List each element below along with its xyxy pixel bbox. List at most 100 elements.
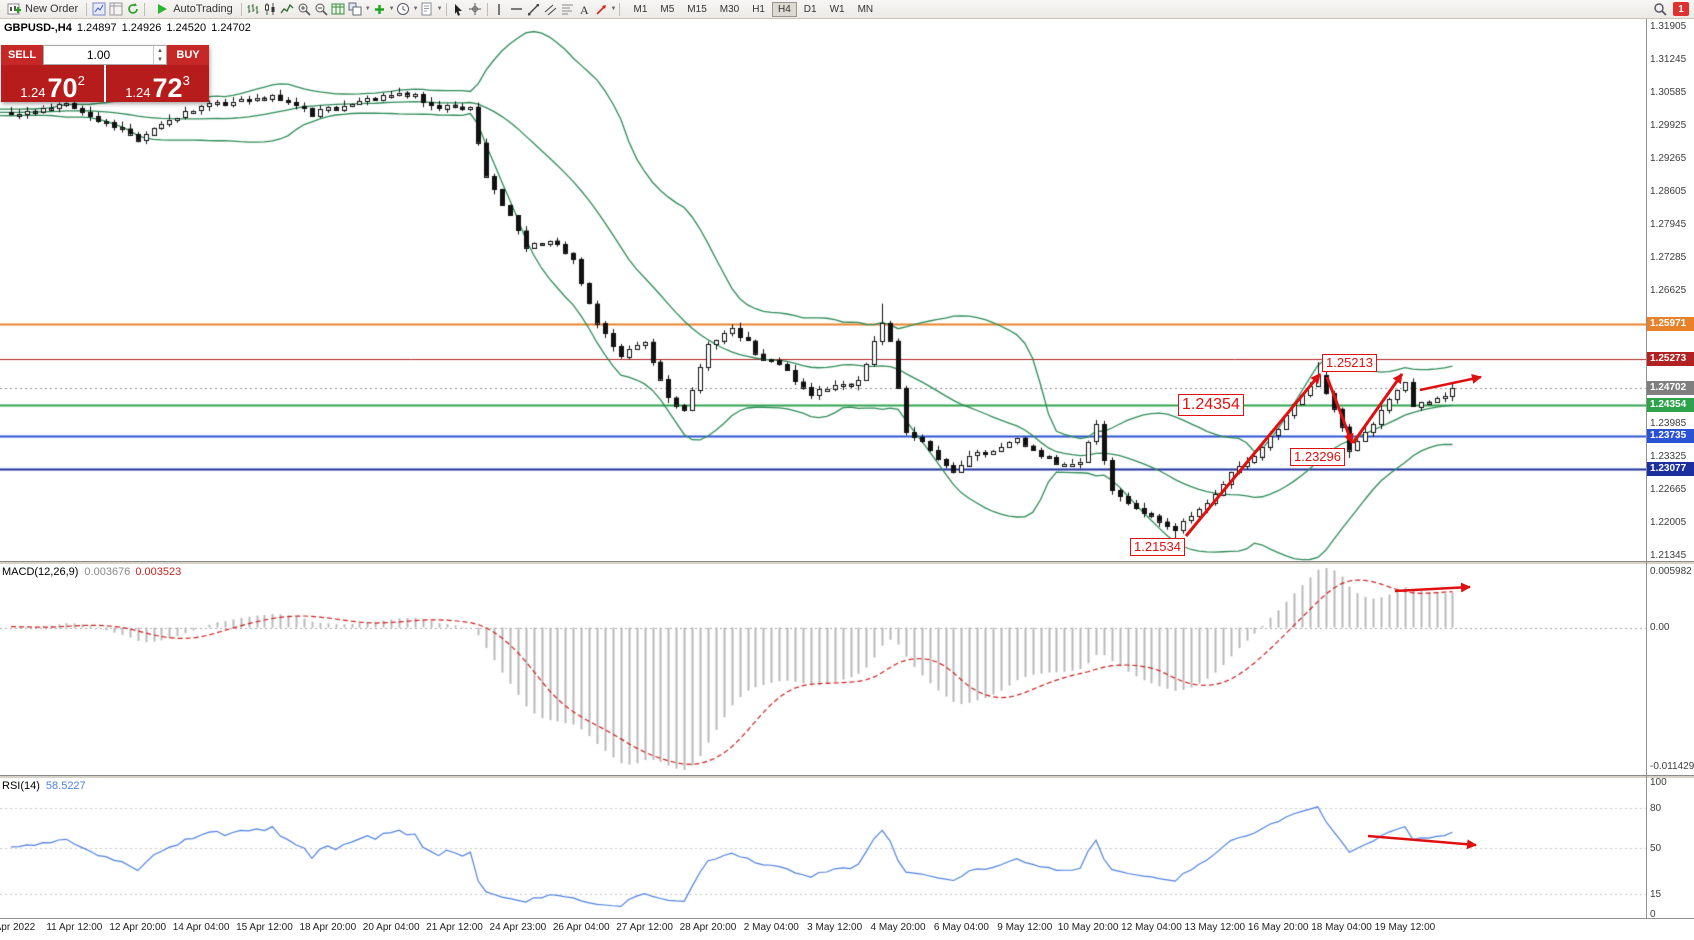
buy-price-sup: 3 <box>182 73 190 88</box>
timeframe-h4[interactable]: H4 <box>772 1 797 17</box>
zoom-in-icon[interactable] <box>296 1 313 18</box>
macd-axis-max: 0.005982 <box>1650 566 1692 577</box>
vertical-line-icon[interactable] <box>491 1 508 18</box>
macd-axis-min: -0.011429 <box>1650 761 1694 772</box>
timeframe-bar: M1 M5 M15 M30 H1 H4 D1 W1 MN <box>627 1 879 17</box>
time-axis-label: 18 Apr 20:00 <box>299 922 357 933</box>
trendline-icon[interactable] <box>525 1 542 18</box>
chart-ohlc-header: GBPUSD-,H4 1.24897 1.24926 1.24520 1.24702 <box>4 22 251 34</box>
price-tick-label: 1.29925 <box>1650 120 1687 132</box>
add-indicator-icon[interactable] <box>371 1 388 18</box>
buy-button[interactable]: BUY <box>167 45 209 65</box>
autotrading-label: AutoTrading <box>173 3 233 15</box>
pane-splitter[interactable] <box>0 775 1694 778</box>
fibonacci-icon[interactable] <box>559 1 576 18</box>
period-icon[interactable] <box>395 1 412 18</box>
price-tick-label: 1.22005 <box>1650 516 1687 528</box>
search-icon[interactable] <box>1651 1 1668 18</box>
buy-price-prefix: 1.24 <box>125 85 151 100</box>
time-axis-label: 12 May 04:00 <box>1121 922 1182 933</box>
template-icon[interactable] <box>419 1 436 18</box>
toolbar-separator <box>144 2 146 16</box>
ohlc-open: 1.24897 <box>76 22 117 34</box>
ohlc-high: 1.24926 <box>121 22 162 34</box>
volume-box: ▲ ▼ <box>43 45 167 65</box>
timeframe-m15[interactable]: M15 <box>687 3 707 15</box>
timeframe-h1[interactable]: H1 <box>752 3 765 15</box>
rsi-value: 58.5227 <box>45 780 86 792</box>
main-chart-canvas[interactable] <box>0 19 1646 561</box>
price-axis[interactable]: 1.31905 1.31245 1.30585 1.29925 1.29265 1.286… <box>1647 0 1694 940</box>
tile-windows-icon[interactable] <box>347 1 364 18</box>
time-axis-label: 11 Apr 12:00 <box>46 922 103 933</box>
sell-price-prefix: 1.24 <box>20 85 46 100</box>
strategy-tester-icon[interactable] <box>330 1 347 18</box>
time-axis-label: 13 May 12:00 <box>1184 922 1246 933</box>
charts-window-icon[interactable] <box>90 1 107 18</box>
time-axis-label: 8 Apr 2022 <box>0 922 36 933</box>
price-tick-label: 1.27945 <box>1650 219 1687 231</box>
macd-canvas[interactable] <box>0 564 1646 775</box>
rsi-level-label: 0 <box>1650 909 1656 920</box>
add-indicator-caret-icon[interactable]: ▼ <box>388 6 395 12</box>
timeframe-m5[interactable]: M5 <box>660 3 675 15</box>
price-badge: 1.23735 <box>1647 429 1694 444</box>
data-window-icon[interactable] <box>107 1 124 18</box>
arrows-tool-caret-icon[interactable]: ▼ <box>610 6 617 12</box>
price-badge: 1.23077 <box>1647 462 1694 477</box>
volume-down-icon[interactable]: ▼ <box>157 56 163 63</box>
rsi-canvas[interactable] <box>0 778 1646 918</box>
time-axis-label: 16 May 20:00 <box>1247 922 1309 933</box>
time-axis-label: 10 May 20:00 <box>1057 922 1119 933</box>
new-order-icon <box>5 1 22 18</box>
macd-axis-zero: 0.00 <box>1650 621 1670 633</box>
zoom-out-icon[interactable] <box>313 1 330 18</box>
toolbar: New Order AutoTrading <box>0 0 1694 19</box>
autotrading-button[interactable]: AutoTrading <box>148 1 238 18</box>
price-tick-label: 1.29265 <box>1650 153 1687 165</box>
notification-badge[interactable]: 1 <box>1673 2 1689 16</box>
macd-header: MACD(12,26,9) 0.003676 0.003523 <box>2 566 181 578</box>
price-tick-label: 1.23325 <box>1650 450 1687 462</box>
time-axis-label: 2 May 04:00 <box>743 922 799 933</box>
horizontal-line-icon[interactable] <box>508 1 525 18</box>
buy-price-display[interactable]: 1.24 72 3 <box>106 65 209 102</box>
bar-chart-icon[interactable] <box>245 1 262 18</box>
text-tool-icon[interactable]: A <box>576 1 593 18</box>
refresh-icon[interactable] <box>124 1 141 18</box>
timeframe-mn[interactable]: MN <box>857 3 874 15</box>
timeframe-m1[interactable]: M1 <box>633 3 648 15</box>
period-caret-icon[interactable]: ▼ <box>412 6 419 12</box>
line-chart-icon[interactable] <box>279 1 296 18</box>
new-order-button[interactable]: New Order <box>0 1 83 18</box>
sell-price-display[interactable]: 1.24 70 2 <box>1 65 104 102</box>
volume-up-icon[interactable]: ▲ <box>157 47 163 54</box>
rsi-level-label: 80 <box>1650 803 1662 815</box>
time-axis[interactable]: 8 Apr 2022 11 Apr 12:00 12 Apr 20:00 14 Apr… <box>0 919 1694 940</box>
toolbar-separator <box>486 2 488 16</box>
sell-button[interactable]: SELL <box>1 45 43 65</box>
channel-icon[interactable] <box>542 1 559 18</box>
crosshair-icon[interactable] <box>467 1 484 18</box>
price-tick-label: 1.30585 <box>1650 87 1687 99</box>
price-axis-border <box>1646 19 1647 918</box>
time-axis-label: 4 May 20:00 <box>870 922 926 933</box>
time-axis-label: 12 Apr 20:00 <box>109 922 167 933</box>
volume-input[interactable] <box>44 46 153 64</box>
template-caret-icon[interactable]: ▼ <box>436 6 443 12</box>
tile-windows-caret-icon[interactable]: ▼ <box>364 6 371 12</box>
macd-signal-value: 0.003523 <box>135 566 182 578</box>
new-order-label: New Order <box>25 3 79 15</box>
cursor-icon[interactable] <box>450 1 467 18</box>
arrows-tool-icon[interactable] <box>593 1 610 18</box>
candlestick-chart-icon[interactable] <box>262 1 279 18</box>
timeframe-w1[interactable]: W1 <box>829 3 845 15</box>
timeframe-m30[interactable]: M30 <box>719 3 740 15</box>
time-axis-label: 3 May 12:00 <box>807 922 863 933</box>
timeframe-d1[interactable]: D1 <box>803 3 817 15</box>
time-axis-label: 20 Apr 04:00 <box>362 922 420 933</box>
time-axis-label: 27 Apr 12:00 <box>616 922 673 933</box>
pane-splitter[interactable] <box>0 561 1694 564</box>
time-axis-label: 21 Apr 12:00 <box>426 922 483 933</box>
